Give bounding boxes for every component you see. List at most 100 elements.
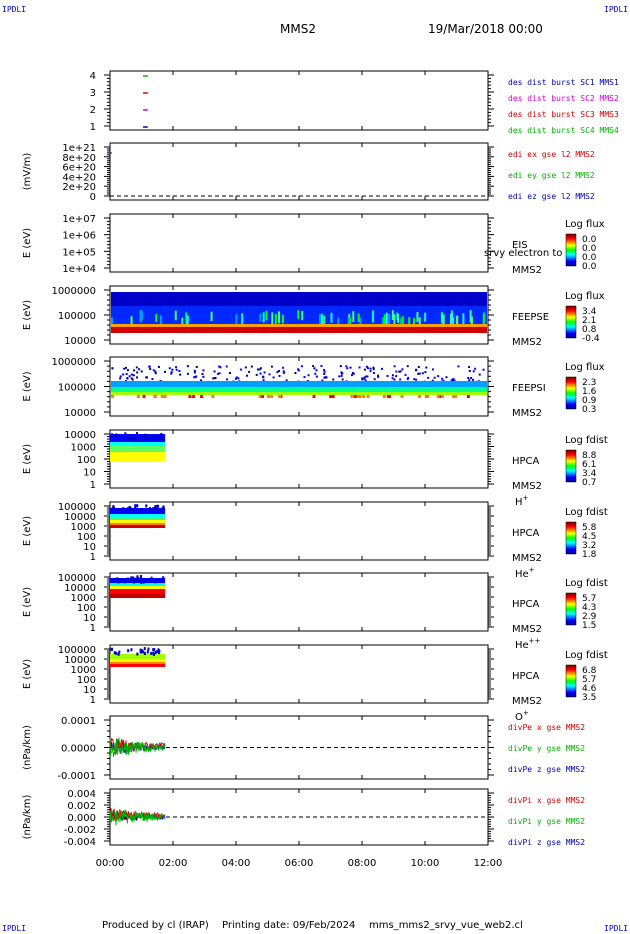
date-title: 19/Mar/2018 00:00 xyxy=(428,22,543,36)
colorbar-tick-label: 1.5 xyxy=(582,621,596,631)
spectrogram-cell xyxy=(337,317,340,327)
spectrogram-cell xyxy=(347,316,350,331)
spectrogram-band xyxy=(111,392,487,395)
colorbar-tick-label: 3.4 xyxy=(582,307,597,317)
spectrogram-cell xyxy=(358,395,362,398)
colorbar-tick-label: 1.8 xyxy=(582,550,597,560)
spectrogram-cell xyxy=(321,379,324,382)
colorbar-tick-label: 6.8 xyxy=(582,666,597,676)
spectrogram-cell xyxy=(149,436,152,440)
spectrogram-cell xyxy=(255,373,258,376)
spectrogram-cell xyxy=(372,310,375,323)
spectrogram-cell xyxy=(474,367,477,370)
panel-10 xyxy=(104,715,494,780)
spectrogram-cell xyxy=(329,395,333,398)
spectrogram-cell xyxy=(157,365,160,368)
spectrogram-cell xyxy=(263,371,266,374)
spectrogram-cell xyxy=(282,370,285,373)
colorbar-tick-label: 5.7 xyxy=(582,594,596,604)
spectrogram-cell xyxy=(143,652,146,656)
y-tick-label: 10000 xyxy=(64,408,96,419)
spectrogram-cell xyxy=(149,509,152,513)
spectrogram-cell xyxy=(153,648,156,652)
spectrogram-cell xyxy=(112,434,115,438)
spectrogram-cell xyxy=(478,373,481,376)
spectrogram-cell xyxy=(139,648,142,652)
spectrogram-cell xyxy=(154,580,157,584)
colorbar-tick-label: 0.9 xyxy=(582,396,597,406)
spectrogram-cell xyxy=(361,378,364,381)
spectrogram-cell xyxy=(467,377,470,380)
spectrogram-cell xyxy=(111,506,114,510)
spectrogram-cell xyxy=(123,367,126,370)
spectrogram-cell xyxy=(235,314,238,326)
legend-entry: edi ey gse l2 MMS2 xyxy=(508,171,595,180)
spectrogram-cell xyxy=(194,376,197,379)
spectrogram-cell xyxy=(399,317,402,329)
spectrogram-cell xyxy=(352,311,355,323)
spectrogram-cell xyxy=(391,377,394,380)
y-tick-label: 4e+20 xyxy=(62,172,96,183)
y-axis-label: (mV/m) xyxy=(22,153,33,191)
spectrogram-cell xyxy=(134,506,137,510)
spectrogram-cell xyxy=(202,375,205,378)
spectrogram-cell xyxy=(124,366,127,369)
footer-printing-date: Printing date: 09/Feb/2024 xyxy=(222,920,356,931)
y-tick-label: 100000 xyxy=(58,311,96,322)
spectrogram-cell xyxy=(134,437,137,441)
spectrogram-cell xyxy=(417,395,421,398)
spectrogram-cell xyxy=(144,433,147,437)
colorbar xyxy=(565,664,577,698)
spectrogram-cell xyxy=(145,376,148,379)
y-tick-label: 8e+20 xyxy=(62,153,96,164)
spectrogram-cell xyxy=(393,314,396,327)
spectrogram-cell xyxy=(145,434,148,438)
colorbar-tick-label: 0.8 xyxy=(582,325,597,335)
corner-tag-top-left: IPDLI xyxy=(2,5,27,14)
spectrogram-cell xyxy=(202,369,205,372)
spectrogram-cell xyxy=(129,437,132,441)
panel-7 xyxy=(104,501,577,561)
spectrogram-cell xyxy=(433,376,436,379)
spectrogram-cell xyxy=(218,365,221,368)
spectrogram-cell xyxy=(122,507,125,511)
spectrogram-cell xyxy=(366,367,369,370)
spectrogram-cell xyxy=(331,395,335,398)
spectrogram-cell xyxy=(151,378,154,381)
spectrogram-cell xyxy=(142,650,145,654)
y-tick-label: -0.0001 xyxy=(57,771,96,782)
spectrogram-cell xyxy=(470,376,473,379)
spectrogram-cell xyxy=(141,310,144,320)
spectrogram-cell xyxy=(482,313,485,326)
instrument-label: HPCA xyxy=(512,671,540,682)
legend-entry: edi ez gse l2 MMS2 xyxy=(508,192,595,201)
panel-5 xyxy=(104,356,577,417)
colorbar-tick-label: 2.9 xyxy=(582,612,597,622)
species-label: O+ xyxy=(515,709,529,723)
spectrogram-cell xyxy=(456,315,459,328)
y-axis-label: E (eV) xyxy=(22,300,33,330)
spectrogram-cell xyxy=(452,317,455,328)
spectrogram-band xyxy=(110,589,166,594)
spectrogram-cell xyxy=(130,579,133,583)
spectrogram-cell xyxy=(143,647,146,651)
spectrogram-cell xyxy=(262,379,265,382)
x-tick-label: 02:00 xyxy=(159,858,188,869)
y-axis-label: E (eV) xyxy=(22,444,33,474)
spectrogram-cell xyxy=(115,433,118,437)
y-tick-label: 1 xyxy=(90,480,96,491)
spectrogram-cell xyxy=(431,368,434,371)
spectrogram-cell xyxy=(452,395,456,398)
spectrogram-cell xyxy=(117,580,120,584)
y-tick-label: 1000 xyxy=(71,665,96,676)
legend-entry: divPe y gse MMS2 xyxy=(508,744,585,753)
spectrogram-cell xyxy=(149,368,152,371)
y-tick-label: 0 xyxy=(90,192,96,203)
spectrogram-cell xyxy=(442,314,445,325)
spectrogram-cell xyxy=(147,647,150,651)
spectrogram-cell xyxy=(262,375,265,378)
spectrogram-cell xyxy=(152,651,155,655)
legend-entry: des dist burst SC2 MMS2 xyxy=(508,94,619,103)
spectrogram-cell xyxy=(111,367,114,370)
spectrogram-cell xyxy=(421,372,424,375)
